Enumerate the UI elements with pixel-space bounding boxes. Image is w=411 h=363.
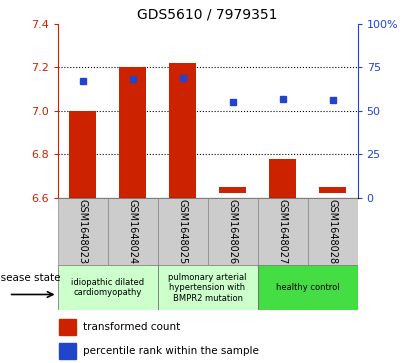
Text: GSM1648028: GSM1648028 [328, 199, 337, 264]
Bar [157, 265, 258, 310]
Text: disease state: disease state [0, 273, 61, 283]
Text: percentile rank within the sample: percentile rank within the sample [83, 346, 259, 356]
Bar [258, 265, 358, 310]
Text: transformed count: transformed count [83, 322, 180, 332]
Text: GSM1648024: GSM1648024 [127, 199, 138, 264]
Bar [269, 159, 296, 198]
Bar [119, 67, 146, 198]
Title: GDS5610 / 7979351: GDS5610 / 7979351 [137, 7, 278, 21]
Text: GSM1648027: GSM1648027 [277, 199, 288, 264]
Bar [157, 198, 208, 265]
Text: GSM1648026: GSM1648026 [228, 199, 238, 264]
Text: GSM1648025: GSM1648025 [178, 199, 187, 264]
Text: pulmonary arterial
hypertension with
BMPR2 mutation: pulmonary arterial hypertension with BMP… [169, 273, 247, 303]
Bar [307, 198, 358, 265]
Bar [258, 198, 307, 265]
Bar [108, 198, 157, 265]
Bar [69, 111, 96, 198]
Bar [58, 265, 157, 310]
Text: idiopathic dilated
cardiomyopathy: idiopathic dilated cardiomyopathy [71, 278, 144, 297]
Bar [319, 187, 346, 193]
Bar [208, 198, 258, 265]
Text: healthy control: healthy control [276, 283, 339, 292]
Text: GSM1648023: GSM1648023 [78, 199, 88, 264]
Bar [219, 187, 246, 193]
Bar [169, 63, 196, 198]
Bar [58, 198, 108, 265]
Bar [59, 319, 76, 335]
Bar [59, 343, 76, 359]
